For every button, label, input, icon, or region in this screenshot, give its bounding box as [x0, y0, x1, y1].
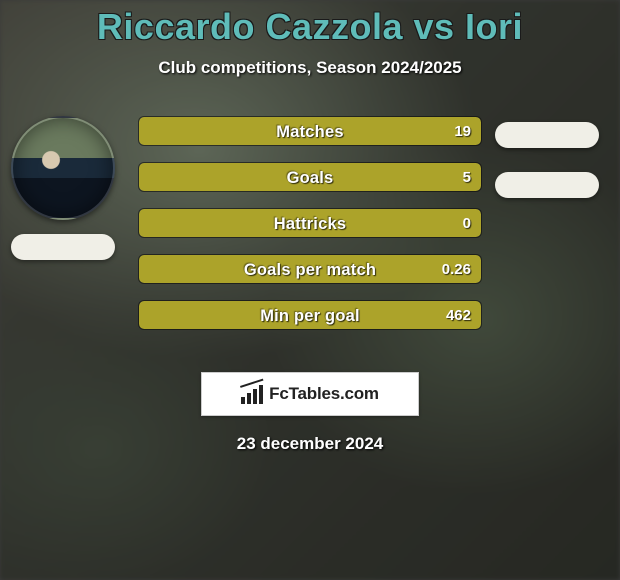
player-right-name-pill-1 — [495, 122, 599, 148]
stat-label: Hattricks — [139, 209, 481, 237]
stat-row-goals: Goals 5 — [138, 162, 482, 192]
stat-row-gpm: Goals per match 0.26 — [138, 254, 482, 284]
stat-label: Goals — [139, 163, 481, 191]
player-right — [492, 116, 602, 198]
player-left-avatar — [11, 116, 115, 220]
stat-row-matches: Matches 19 — [138, 116, 482, 146]
player-right-name-pill-2 — [495, 172, 599, 198]
footer-date: 23 december 2024 — [0, 434, 620, 454]
stat-row-hattricks: Hattricks 0 — [138, 208, 482, 238]
stat-label: Min per goal — [139, 301, 481, 329]
player-left — [8, 116, 118, 260]
player-left-name-pill — [11, 234, 115, 260]
stat-bars: Matches 19 Goals 5 Hattricks 0 Goals per… — [138, 116, 482, 346]
stat-label: Matches — [139, 117, 481, 145]
chart-icon — [241, 384, 263, 404]
stat-label: Goals per match — [139, 255, 481, 283]
stat-row-mpg: Min per goal 462 — [138, 300, 482, 330]
branding-box[interactable]: FcTables.com — [201, 372, 419, 416]
stat-value-left: 462 — [446, 301, 471, 329]
comparison-section: Matches 19 Goals 5 Hattricks 0 Goals per… — [0, 106, 620, 366]
page-title: Riccardo Cazzola vs Iori — [0, 6, 620, 48]
stat-value-left: 5 — [463, 163, 471, 191]
stat-value-left: 19 — [454, 117, 471, 145]
stat-value-left: 0.26 — [442, 255, 471, 283]
branding-text: FcTables.com — [269, 384, 379, 404]
page-subtitle: Club competitions, Season 2024/2025 — [0, 58, 620, 78]
stat-value-left: 0 — [463, 209, 471, 237]
page: Riccardo Cazzola vs Iori Club competitio… — [0, 0, 620, 580]
